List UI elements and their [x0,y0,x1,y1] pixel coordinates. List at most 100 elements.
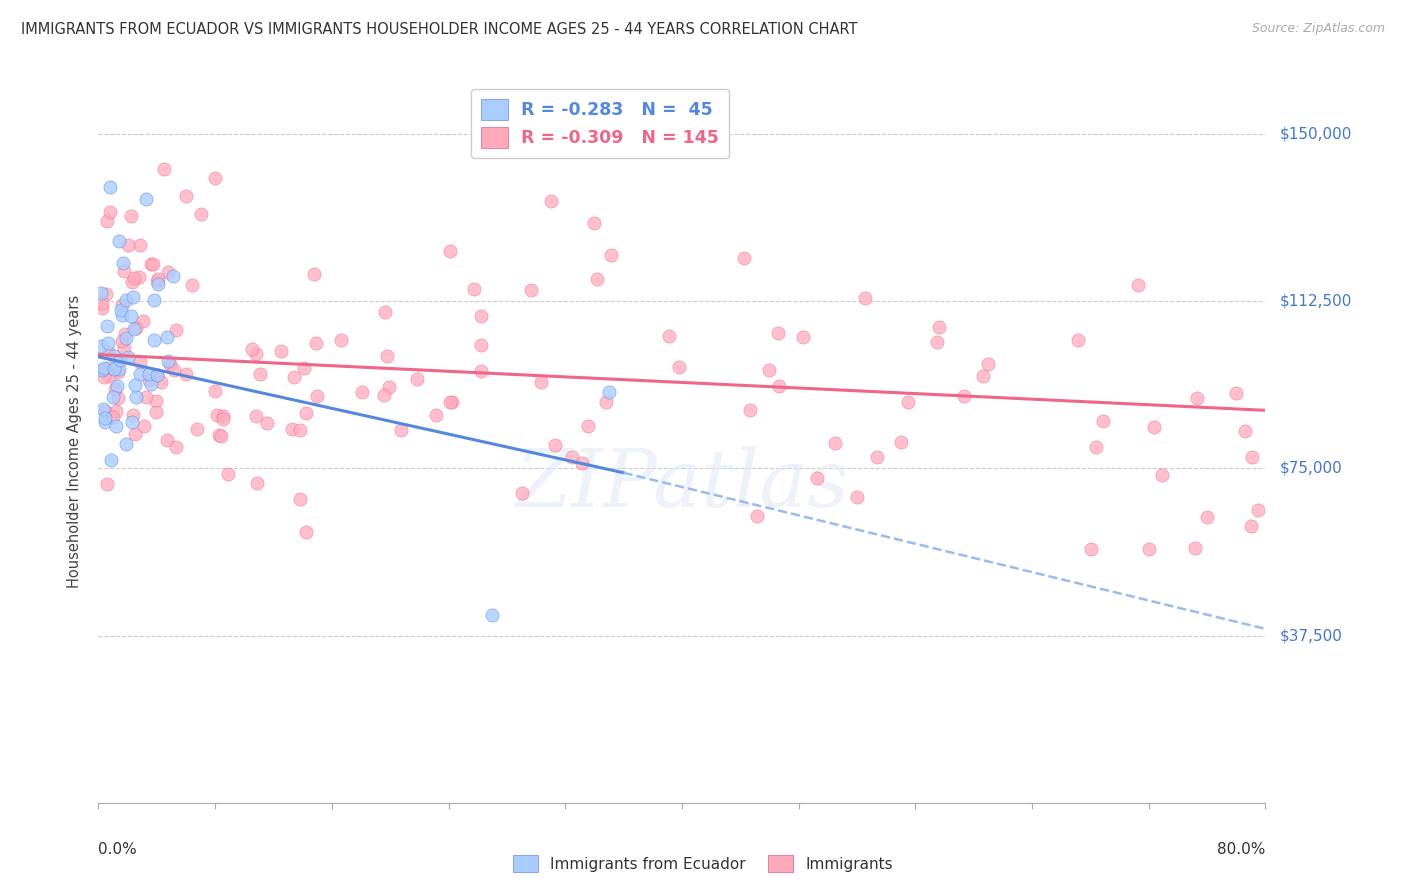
Point [470,309,492,323]
Point [953,389,976,403]
Text: IMMIGRANTS FROM ECUADOR VS IMMIGRANTS HOUSEHOLDER INCOME AGES 25 - 44 YEARS CORR: IMMIGRANTS FROM ECUADOR VS IMMIGRANTS HO… [21,22,858,37]
Point [128,269,150,284]
Point [90,301,112,315]
Point [245,409,267,423]
Point [925,334,948,349]
Point [129,238,152,252]
Point [96,476,118,491]
Point [174,189,197,203]
Point [98,180,121,194]
Point [142,257,165,271]
Point [1137,541,1160,556]
Point [110,303,132,318]
Point [190,207,212,221]
Point [91,363,114,377]
Point [157,354,180,368]
Point [1092,414,1115,428]
Point [128,354,150,368]
Point [122,290,145,304]
Point [145,405,167,419]
Point [1225,385,1247,400]
Point [544,438,567,452]
Point [658,328,681,343]
Point [510,485,533,500]
Point [373,387,395,401]
Point [425,409,447,423]
Point [146,274,169,288]
Point [111,334,134,348]
Point [561,450,583,464]
Point [174,368,197,382]
Point [977,357,1000,371]
Point [212,412,235,426]
Point [117,350,139,364]
Point [204,171,226,186]
Point [112,256,135,270]
Point [124,426,146,441]
Point [530,375,553,389]
Point [329,333,352,347]
Point [165,440,187,454]
Point [134,418,156,433]
Text: $75,000: $75,000 [1279,461,1343,475]
Point [890,435,912,450]
Point [740,403,762,417]
Point [114,327,136,342]
Point [470,364,492,378]
Point [540,194,562,208]
Point [295,524,318,539]
Point [281,422,304,436]
Point [733,251,755,265]
Point [218,467,240,481]
Point [115,437,138,451]
Point [103,349,125,363]
Point [163,363,186,377]
Point [132,314,155,328]
Point [439,394,461,409]
Point [439,244,461,258]
Point [766,326,789,341]
Point [440,394,463,409]
Point [105,379,128,393]
Point [246,476,269,491]
Point [470,337,492,351]
Point [100,452,122,467]
Point [209,429,232,443]
Point [290,423,312,437]
Point [768,379,790,393]
Point [855,291,877,305]
Point [245,346,267,360]
Point [668,359,690,374]
Point [1152,468,1174,483]
Point [571,456,593,470]
Point [292,361,315,376]
Point [208,427,231,442]
Point [928,320,950,334]
Point [125,390,148,404]
Point [146,272,169,286]
Text: ZIPatlas: ZIPatlas [515,446,849,524]
Text: 0.0%: 0.0% [98,842,138,856]
Point [600,248,623,262]
Point [104,403,127,417]
Point [120,309,142,323]
Point [288,491,311,506]
Point [598,385,620,400]
Point [117,238,139,252]
Point [143,334,166,348]
Point [824,436,846,450]
Point [97,335,120,350]
Point [100,204,122,219]
Point [139,377,162,392]
Point [90,339,112,353]
Point [104,382,127,396]
Point [111,308,134,322]
Point [142,293,165,307]
Point [205,408,228,422]
Point [212,409,235,424]
Point [481,608,503,623]
Point [135,390,157,404]
Point [156,330,179,344]
Point [120,209,142,223]
Point [463,283,485,297]
